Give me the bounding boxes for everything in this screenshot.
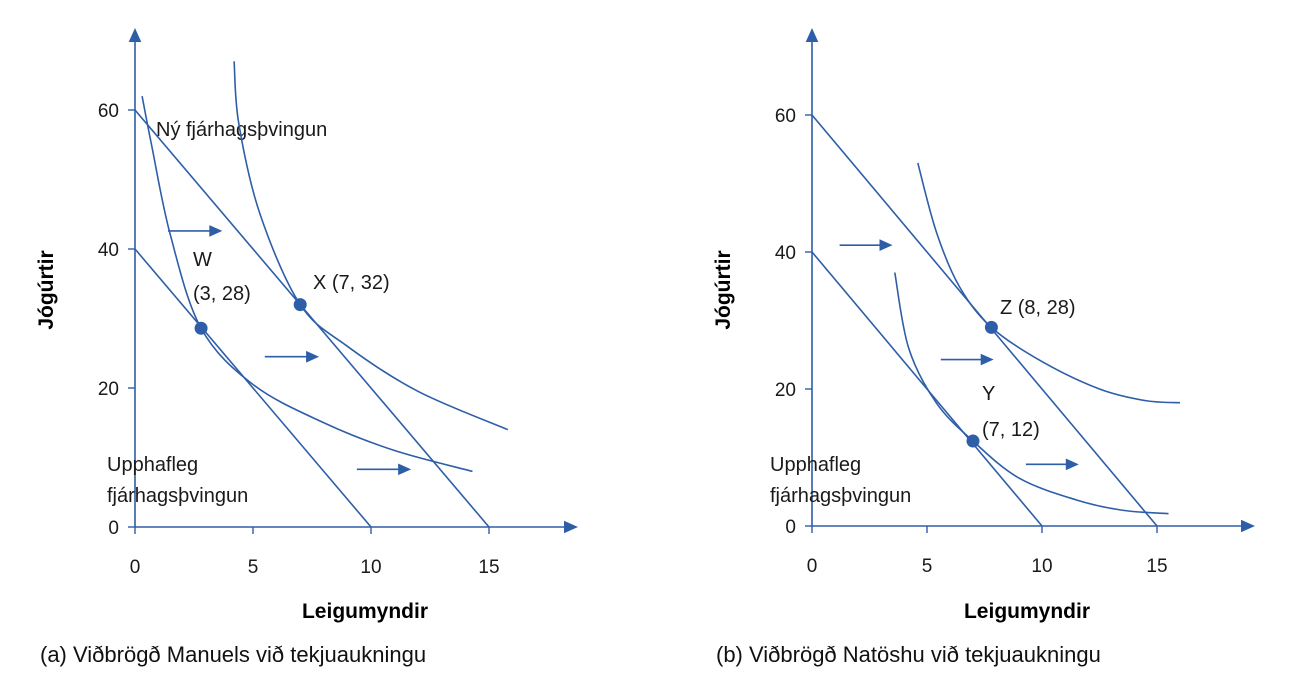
point-Z (984, 320, 998, 334)
budget-line-label: fjárhagsþvingun (107, 485, 248, 507)
y-tick-label: 40 (98, 240, 119, 261)
panel-b: 0 5 10 15 0 20 40 60 Leigumyndir Jógúrtir Upphafle… (712, 28, 1255, 667)
shift-arrow-head (398, 463, 412, 476)
point-X-label: X (7, 32) (313, 272, 390, 294)
initial-budget-line (134, 248, 372, 528)
x-tick-label: 15 (1146, 556, 1167, 577)
point-W (194, 321, 208, 335)
x-tick-label: 15 (478, 557, 499, 578)
y-tick-label: 20 (98, 379, 119, 400)
indifference-curve-2 (233, 61, 509, 431)
point-Y-label: (7, 12) (982, 419, 1040, 441)
indifference-curve-2 (917, 162, 1181, 404)
y-axis-title: Jógúrtir (35, 250, 58, 329)
shift-arrow-head (306, 350, 320, 363)
point-W-label: W (193, 249, 212, 271)
x-axis-title: Leigumyndir (964, 600, 1090, 623)
x-tick-label: 0 (807, 556, 818, 577)
panel-caption: (a) Viðbrögð Manuels við tekjuaukningu (40, 642, 426, 667)
y-tick-label: 40 (775, 243, 796, 264)
y-tick-label: 20 (775, 380, 796, 401)
x-axis-title: Leigumyndir (302, 600, 428, 623)
x-tick-label: 10 (1031, 556, 1052, 577)
x-tick-label: 0 (130, 557, 141, 578)
point-Y-label: Y (982, 383, 995, 405)
point-X (293, 298, 307, 312)
y-tick-label: 60 (98, 101, 119, 122)
point-Y (966, 434, 980, 448)
x-tick-label: 5 (248, 557, 259, 578)
shift-arrow-head (209, 225, 223, 237)
point-Z-label: Z (8, 28) (1000, 297, 1076, 319)
y-tick-label: 60 (775, 106, 796, 127)
y-axis-title: Jógúrtir (712, 250, 735, 329)
shift-arrow-head (980, 353, 994, 366)
budget-line-label: Ný fjárhagsþvingun (156, 119, 327, 141)
budget-line-label: Upphafleg (107, 454, 198, 476)
x-tick-label: 5 (922, 556, 933, 577)
budget-line-label: fjárhagsþvingun (770, 485, 911, 507)
panel-caption: (b) Viðbrögð Natöshu við tekjuaukningu (716, 642, 1101, 667)
indifference-curve-1 (894, 272, 1169, 515)
panel-a: 0 5 10 15 0 20 40 60 Leigumyndir Jógúrtir Upphafle… (35, 28, 578, 667)
shift-arrow-head (1065, 458, 1079, 471)
y-tick-label: 0 (785, 517, 796, 538)
indifference-curve-1 (141, 95, 473, 473)
x-tick-label: 10 (360, 557, 381, 578)
shift-arrow-head (879, 239, 893, 251)
x-axis-arrow (1241, 519, 1255, 533)
y-tick-label: 0 (108, 518, 119, 539)
y-axis-arrow (128, 28, 142, 42)
budget-line-label: Upphafleg (770, 454, 861, 476)
point-W-label: (3, 28) (193, 283, 251, 305)
y-axis-arrow (805, 28, 819, 42)
x-axis-arrow (564, 520, 578, 534)
